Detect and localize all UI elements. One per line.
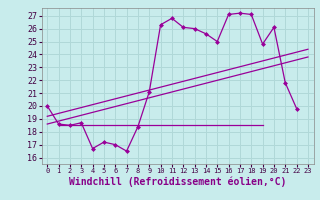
- X-axis label: Windchill (Refroidissement éolien,°C): Windchill (Refroidissement éolien,°C): [69, 177, 286, 187]
